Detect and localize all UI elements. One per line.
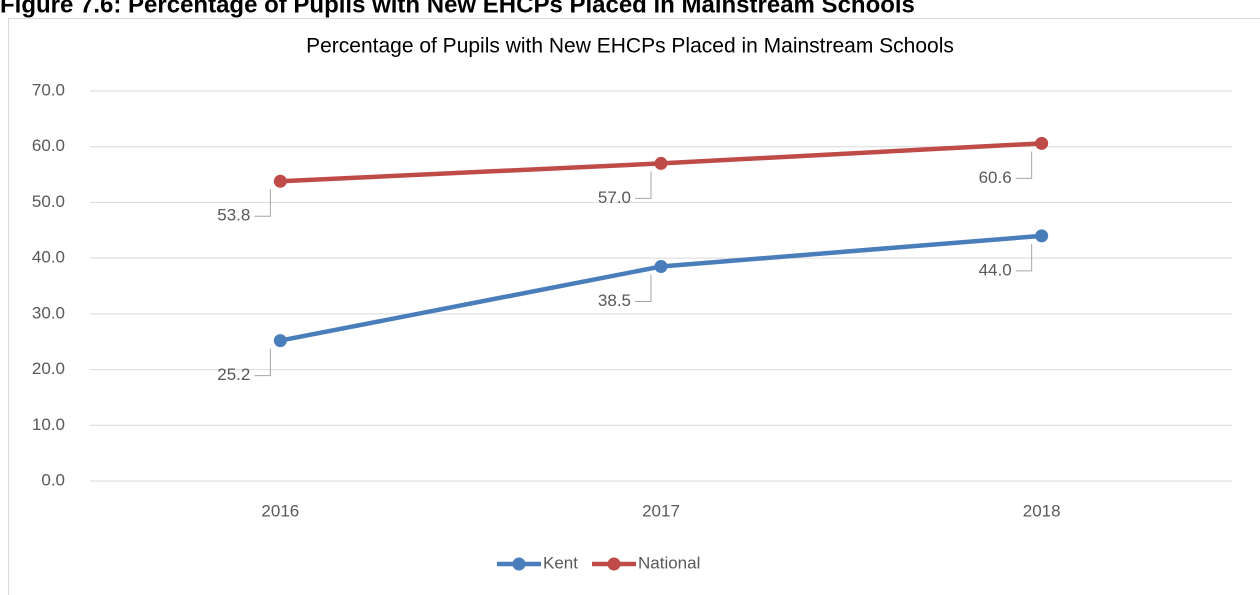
data-point <box>273 174 287 188</box>
data-label: 25.2 <box>217 365 250 384</box>
data-point <box>654 156 668 170</box>
y-tick-label: 20.0 <box>32 359 65 378</box>
y-tick-label: 10.0 <box>32 415 65 434</box>
figure-heading: Figure 7.6: Percentage of Pupils with Ne… <box>0 0 915 18</box>
series-line <box>278 233 1044 343</box>
y-tick-label: 50.0 <box>32 192 65 211</box>
leader-line <box>635 274 652 302</box>
chart-border <box>8 18 1260 595</box>
x-tick-label: 2017 <box>642 501 680 520</box>
y-tick-label: 60.0 <box>32 136 65 155</box>
legend-marker <box>607 557 621 571</box>
y-tick-label: 30.0 <box>32 303 65 322</box>
y-tick-label: 0.0 <box>41 470 65 489</box>
y-tick-label: 40.0 <box>32 248 65 267</box>
leader-line <box>1015 243 1033 272</box>
data-point <box>1035 229 1049 243</box>
chart-title: Percentage of Pupils with New EHCPs Plac… <box>306 35 954 58</box>
x-tick-label: 2016 <box>261 501 299 520</box>
data-label: 57.0 <box>598 188 631 207</box>
leader-line <box>635 171 652 199</box>
data-label: 44.0 <box>979 260 1012 279</box>
x-tick-label: 2018 <box>1023 501 1061 520</box>
data-label: 53.8 <box>217 206 250 225</box>
legend-marker <box>512 557 526 571</box>
data-label: 38.5 <box>598 291 631 310</box>
y-tick-label: 70.0 <box>32 80 65 99</box>
leader-line <box>1015 151 1033 179</box>
leader-line <box>254 189 271 217</box>
data-point <box>273 334 287 348</box>
data-point <box>654 260 668 273</box>
data-label: 60.6 <box>979 168 1012 187</box>
legend-label: National <box>638 553 700 572</box>
leader-line <box>254 348 271 377</box>
legend-label: Kent <box>543 553 578 572</box>
data-point <box>1035 136 1049 150</box>
